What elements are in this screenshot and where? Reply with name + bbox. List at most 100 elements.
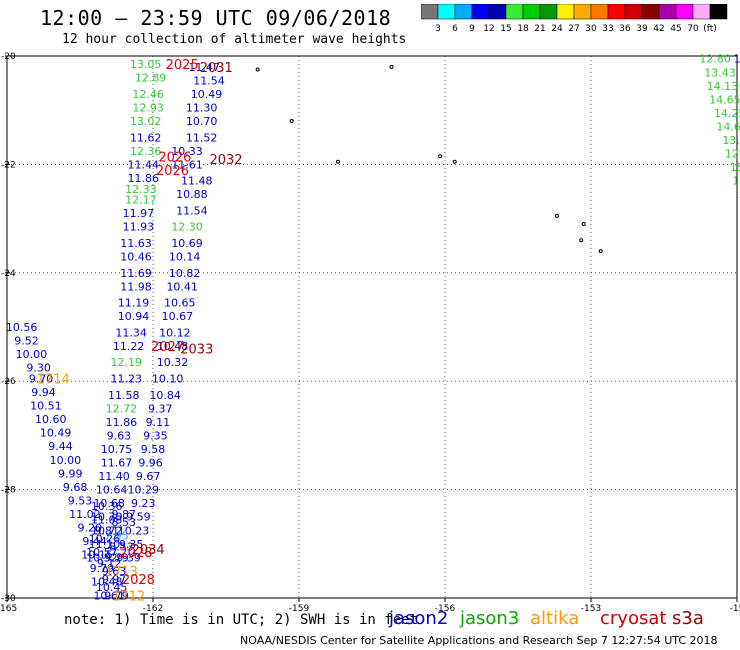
wave-height-point: 10.48 xyxy=(91,576,123,589)
island-mark xyxy=(438,154,443,159)
wave-height-point: 10.61 xyxy=(93,589,125,602)
wave-height-point: 10.82 xyxy=(169,267,201,280)
wave-height-point: 11.93 xyxy=(123,221,155,234)
wave-height-point: 11.62 xyxy=(130,131,162,144)
colorbar-label: 15 xyxy=(500,24,511,34)
wave-height-point: 9.37 xyxy=(148,402,173,415)
wave-height-point: 9.44 xyxy=(48,440,73,453)
y-tick-label: -22 xyxy=(1,160,16,170)
footer-credit: NOAA/NESDIS Center for Satellite Applica… xyxy=(240,634,718,647)
island-mark xyxy=(389,64,394,69)
wave-height-point: 11.52 xyxy=(186,131,218,144)
pass-time-label: 2028 xyxy=(122,573,155,588)
wave-height-point: 11.22 xyxy=(113,340,145,353)
colorbar-label: 33 xyxy=(602,24,613,34)
colorbar-swatch xyxy=(709,4,728,20)
wave-height-point: 10.41 xyxy=(166,280,198,293)
wave-height-point: 1 xyxy=(738,188,740,201)
colorbar-label: 30 xyxy=(585,24,597,34)
color-legend: 3 6 9 12 15 18 21 24 27 30 33 36 39 42 45 70 (ft) xyxy=(421,4,728,34)
wave-height-point: 12.93 xyxy=(132,101,164,114)
wave-height-point: 10.56 xyxy=(6,321,38,334)
plot-frame xyxy=(6,55,738,599)
wave-height-point: 9.12 xyxy=(97,557,122,570)
wave-height-point: 9.39 xyxy=(116,551,141,564)
wave-height-point: 10.46 xyxy=(120,251,152,264)
footer-note: note: 1) Time is in UTC; 2) SWH is in fe… xyxy=(64,612,419,628)
colorbar-label: 6 xyxy=(452,24,458,34)
wave-height-point: 11.02 xyxy=(69,508,101,521)
wave-height-point: 11.63 xyxy=(120,237,152,250)
wave-height-point: 12.89 xyxy=(135,72,167,85)
island-mark xyxy=(289,119,294,124)
wave-height-point: 9.67 xyxy=(136,470,161,483)
wave-height-point: 10.23 xyxy=(118,524,150,537)
y-tick-label: -28 xyxy=(1,486,16,496)
wave-height-point: 11.40 xyxy=(98,470,130,483)
wave-height-point: 13.05 xyxy=(130,58,162,71)
chart-title: 12:00 – 23:59 UTC 09/06/2018 xyxy=(40,6,392,30)
legend-cryosat: cryosat xyxy=(600,608,667,629)
wave-height-point: 10.60 xyxy=(35,413,67,426)
x-tick-label: -156 xyxy=(435,604,456,614)
wave-height-point: 1 xyxy=(734,53,740,66)
wave-height-point: 9.96 xyxy=(138,457,163,470)
wave-height-point: 11.10 xyxy=(89,538,121,551)
wave-height-point: 12.19 xyxy=(110,356,142,369)
wave-height-point: 10.64 xyxy=(96,484,128,497)
colorbar-label: 9 xyxy=(469,24,475,34)
wave-height-point: 12.36 xyxy=(130,145,162,158)
wave-height-point: 10.10 xyxy=(152,372,184,385)
wave-height-point: 10.12 xyxy=(159,326,191,339)
wave-height-point: 14.13 xyxy=(707,80,739,93)
x-tick-label: -162 xyxy=(143,604,163,614)
wave-height-point: 11.86 xyxy=(128,172,160,185)
wave-height-point: 11.58 xyxy=(108,389,140,402)
y-tick-label: -30 xyxy=(1,594,16,604)
wave-height-point: 10.26 xyxy=(89,532,121,545)
wave-height-point: 11.19 xyxy=(118,297,150,310)
wave-height-point: 11.44 xyxy=(128,158,160,171)
wave-height-point: 8.53 xyxy=(109,541,134,554)
wave-height-point: 10.32 xyxy=(157,356,189,369)
wave-height-point: 13.43 xyxy=(704,66,736,79)
wave-height-point: 11.98 xyxy=(120,280,152,293)
wave-height-point: 10.70 xyxy=(91,511,123,524)
wave-height-point: 12.30 xyxy=(171,221,203,234)
wave-height-point: 10.88 xyxy=(176,188,208,201)
wave-height-point: 11.54 xyxy=(176,204,208,217)
x-tick-label: -165 xyxy=(0,604,17,614)
wave-height-point: 14.65 xyxy=(709,93,740,106)
wave-height-point: 10.00 xyxy=(50,454,82,467)
wave-height-point: 9.99 xyxy=(58,467,83,480)
wave-height-point: 9.35 xyxy=(119,538,144,551)
colorbar-label: 12 xyxy=(483,24,494,34)
wave-height-point: 12.4 xyxy=(725,148,740,161)
wave-height-point: 10.57 xyxy=(86,546,118,559)
wave-height-point: 14.25 xyxy=(714,107,740,120)
wave-height-point: 10.94 xyxy=(118,310,150,323)
wave-height-point: 12.80 xyxy=(699,53,731,66)
legend-jason3: jason3 xyxy=(460,608,520,629)
wave-height-point: 11.23 xyxy=(110,372,142,385)
pass-time-label: 2025 xyxy=(166,58,199,73)
wave-height-point: 11.03 xyxy=(91,513,123,526)
wave-height-point: 12.33 xyxy=(125,183,157,196)
y-tick-label: -26 xyxy=(1,377,16,387)
wave-height-point: 10.72 xyxy=(91,524,123,537)
wave-height-point: 10.15 xyxy=(81,549,113,562)
wave-height-point: 9.58 xyxy=(141,443,166,456)
wave-height-point: 9.11 xyxy=(146,416,171,429)
wave-height-point: 11.97 xyxy=(123,207,155,220)
wave-height-point: 11.47 xyxy=(188,61,220,74)
pass-time-label: 1712 xyxy=(112,589,145,604)
wave-height-point: 11.67 xyxy=(101,457,133,470)
colorbar-label: 18 xyxy=(517,24,529,34)
pass-time-label: 2027 xyxy=(151,340,184,355)
colorbar-label: 39 xyxy=(636,24,648,34)
wave-height-point: 10.75 xyxy=(101,443,133,456)
wave-height-point: 10.69 xyxy=(171,237,203,250)
wave-height-point: 9.63 xyxy=(102,565,127,578)
wave-height-point: 10.00 xyxy=(16,348,48,361)
wave-height-point: 12.17 xyxy=(125,194,157,207)
